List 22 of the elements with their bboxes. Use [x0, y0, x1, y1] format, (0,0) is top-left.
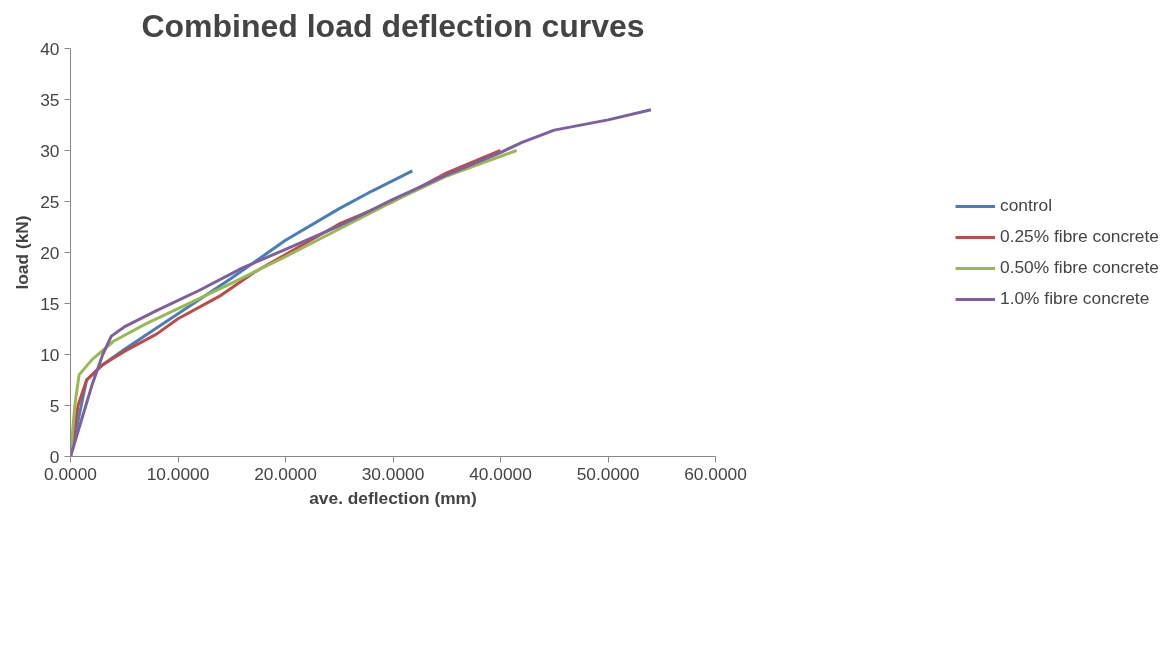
y-tick-label: 5	[49, 395, 60, 416]
line-series	[70, 108, 653, 457]
y-tick-label: 35	[40, 89, 60, 110]
legend-label: 1.0% fibre concrete	[1000, 288, 1150, 309]
chart-title: Combined load deflection curves	[141, 7, 645, 44]
y-tick-label: 10	[40, 344, 60, 365]
y-tick-label: 25	[40, 191, 60, 212]
x-tick-label: 10.0000	[146, 463, 210, 484]
y-tick-label: 20	[40, 242, 60, 263]
x-tick-label: 40.0000	[469, 463, 532, 484]
legend-label: 0.50% fibre concrete	[1000, 257, 1159, 278]
x-tick-label: 60.0000	[684, 463, 747, 484]
legend-label: control	[1000, 195, 1053, 216]
y-tick-label: 30	[40, 140, 60, 161]
x-tick-label: 50.0000	[576, 463, 640, 484]
x-tick-label: 30.0000	[361, 463, 425, 484]
y-axis-title: load (kN)	[12, 215, 33, 290]
y-tick-label: 15	[40, 293, 60, 314]
x-tick-label: 20.0000	[254, 463, 317, 484]
legend-label: 0.25% fibre concrete	[1000, 226, 1159, 247]
x-axis-title: ave. deflection (mm)	[309, 487, 477, 508]
y-tick-label: 40	[40, 38, 60, 59]
